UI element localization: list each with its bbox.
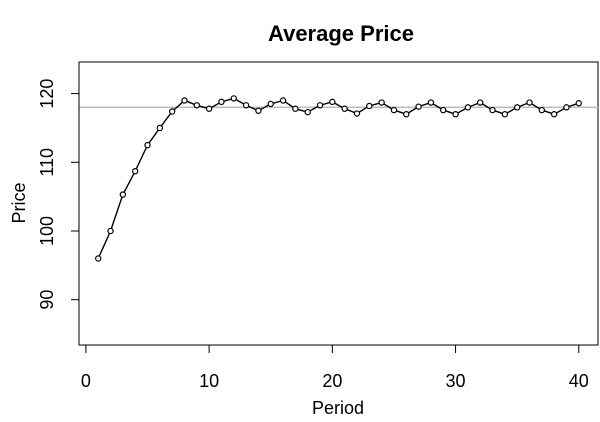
data-point — [230, 95, 237, 102]
y-axis-label: Price — [9, 182, 29, 223]
data-point — [538, 106, 546, 114]
y-tick-label: 120 — [37, 79, 57, 109]
data-point — [144, 141, 151, 149]
data-point — [304, 108, 311, 116]
data-point — [95, 255, 102, 262]
data-point — [575, 100, 582, 107]
data-point — [440, 106, 447, 114]
data-point — [513, 104, 521, 111]
data-point — [390, 106, 398, 114]
y-axis: 90 100 110 120 — [37, 79, 80, 310]
data-point — [292, 105, 299, 112]
data-point — [181, 97, 188, 104]
x-tick-label: 30 — [446, 371, 466, 391]
data-point — [464, 104, 472, 111]
data-point — [403, 111, 410, 118]
data-point — [415, 103, 422, 110]
data-point — [168, 108, 176, 115]
x-axis: 0 10 20 30 40 — [81, 344, 589, 391]
data-point — [550, 111, 558, 118]
data-point — [366, 102, 373, 110]
data-point — [156, 124, 164, 132]
data-point — [329, 98, 336, 106]
data-point — [353, 110, 361, 117]
data-point — [489, 106, 496, 114]
x-tick-label: 10 — [199, 371, 219, 391]
data-point — [316, 102, 324, 109]
data-point — [193, 102, 200, 109]
data-point — [218, 98, 225, 106]
x-tick-label: 0 — [81, 371, 91, 391]
data-point — [341, 105, 348, 112]
data-point — [452, 111, 459, 118]
data-point — [477, 99, 484, 106]
y-tick-label: 110 — [37, 148, 57, 177]
data-point — [563, 104, 570, 111]
data-point — [119, 191, 127, 198]
x-axis-label: Period — [312, 398, 364, 418]
data-point — [255, 107, 262, 114]
data-point — [242, 102, 250, 109]
data-point — [526, 99, 533, 106]
y-tick-label: 100 — [37, 216, 57, 246]
chart-title: Average Price — [268, 21, 414, 46]
data-point — [107, 227, 114, 235]
y-tick-label: 90 — [37, 290, 57, 310]
data-point — [267, 100, 274, 108]
x-tick-label: 20 — [322, 371, 342, 391]
data-point — [501, 111, 509, 118]
plot-box — [78, 61, 599, 346]
series-line — [97, 97, 579, 259]
data-point — [427, 99, 435, 106]
series-points — [95, 95, 582, 262]
data-point — [279, 97, 287, 104]
x-tick-label: 40 — [569, 371, 589, 391]
data-point — [131, 168, 139, 175]
data-point — [205, 105, 213, 112]
data-point — [378, 99, 385, 106]
